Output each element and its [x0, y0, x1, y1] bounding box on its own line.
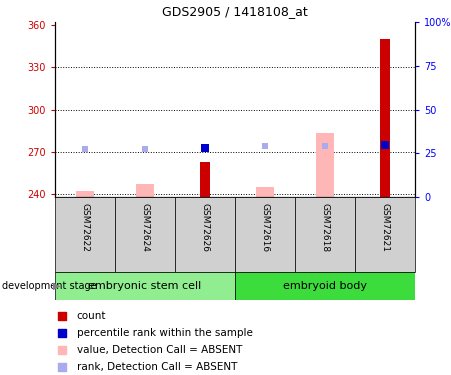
- Bar: [380, 39, 390, 197]
- Bar: [200, 162, 210, 197]
- Text: GSM72618: GSM72618: [321, 203, 330, 252]
- Bar: [136, 184, 154, 197]
- Text: percentile rank within the sample: percentile rank within the sample: [77, 328, 253, 338]
- Point: [202, 145, 209, 151]
- Bar: [235, 272, 415, 300]
- Bar: [175, 197, 235, 272]
- Bar: [55, 197, 115, 272]
- Bar: [295, 197, 355, 272]
- Point: [382, 142, 389, 148]
- Text: embryoid body: embryoid body: [283, 281, 367, 291]
- Point: [59, 314, 66, 320]
- Text: value, Detection Call = ABSENT: value, Detection Call = ABSENT: [77, 345, 242, 355]
- Point: [322, 143, 329, 149]
- Bar: [115, 197, 175, 272]
- Bar: [55, 272, 235, 300]
- Point: [81, 146, 88, 152]
- Title: GDS2905 / 1418108_at: GDS2905 / 1418108_at: [162, 5, 308, 18]
- Bar: [76, 191, 94, 197]
- Text: GSM72626: GSM72626: [201, 203, 210, 252]
- Bar: [256, 187, 274, 197]
- Text: GSM72621: GSM72621: [381, 203, 390, 252]
- Text: embryonic stem cell: embryonic stem cell: [88, 281, 202, 291]
- Text: GSM72624: GSM72624: [141, 203, 149, 252]
- Text: rank, Detection Call = ABSENT: rank, Detection Call = ABSENT: [77, 362, 237, 372]
- Text: count: count: [77, 311, 106, 321]
- Point: [142, 146, 149, 152]
- Text: ▶: ▶: [53, 281, 61, 291]
- Bar: [355, 197, 415, 272]
- Point: [262, 143, 269, 149]
- Point: [59, 364, 66, 370]
- Point: [59, 330, 66, 336]
- Bar: [235, 197, 295, 272]
- Text: GSM72622: GSM72622: [80, 203, 89, 252]
- Text: GSM72616: GSM72616: [261, 203, 270, 252]
- Bar: [316, 134, 334, 197]
- Text: development stage: development stage: [2, 281, 97, 291]
- Point: [59, 347, 66, 353]
